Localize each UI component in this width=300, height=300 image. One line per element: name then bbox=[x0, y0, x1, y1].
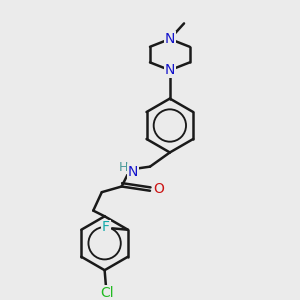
Text: N: N bbox=[128, 165, 138, 179]
Text: F: F bbox=[102, 220, 110, 235]
Text: N: N bbox=[165, 32, 175, 46]
Text: N: N bbox=[165, 63, 175, 77]
Text: Cl: Cl bbox=[100, 286, 114, 300]
Text: O: O bbox=[153, 182, 164, 196]
Text: H: H bbox=[118, 161, 128, 174]
